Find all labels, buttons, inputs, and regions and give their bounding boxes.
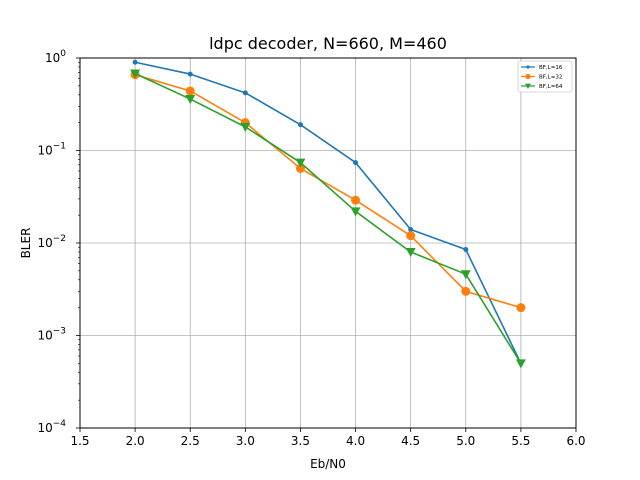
- series-bf-l-16: [132, 59, 524, 366]
- series-line: [134, 72, 522, 364]
- data-point: [185, 86, 195, 96]
- legend-label: BF,L=64: [539, 84, 563, 90]
- legend: BF,L=16 BF,L=32 BF,L=64: [517, 60, 573, 93]
- data-point: [351, 195, 361, 205]
- x-tick-label: 4.0: [346, 434, 365, 448]
- data-point: [132, 59, 138, 65]
- y-tick-label: 10−2: [37, 234, 66, 250]
- data-point: [463, 247, 469, 253]
- data-point: [130, 69, 141, 79]
- data-point: [295, 163, 305, 173]
- data-point: [242, 90, 248, 96]
- data-point: [187, 71, 193, 77]
- x-tick-label: 5.5: [511, 434, 530, 448]
- data-point: [525, 73, 531, 80]
- x-tick-label: 2.5: [181, 434, 200, 448]
- data-point: [515, 359, 526, 369]
- data-point: [350, 207, 361, 217]
- legend-entry: BF,L=16: [521, 65, 563, 71]
- x-tick-label: 4.5: [401, 434, 420, 448]
- legend-box: [517, 60, 573, 93]
- legend-label: BF,L=16: [539, 65, 563, 71]
- data-point: [297, 122, 303, 128]
- legend-entry: BF,L=64: [521, 83, 563, 90]
- series-line: [134, 73, 522, 309]
- data-point: [408, 226, 414, 232]
- x-tick-label: 5.0: [456, 434, 475, 448]
- data-point: [295, 158, 306, 168]
- data-point: [406, 231, 416, 241]
- ticks: 1.5 2.0 2.5 3.0 3.5 4.0 4.5 5.0 5.5 6.0 100 10−1 10−…: [37, 49, 585, 448]
- legend-label: BF,L=32: [539, 75, 562, 81]
- data-point: [240, 122, 251, 132]
- x-tick-label: 2.0: [126, 434, 145, 448]
- y-tick-label: 10−1: [37, 142, 66, 158]
- x-tick-label: 3.0: [236, 434, 255, 448]
- data-point: [516, 303, 526, 313]
- data-point: [526, 65, 530, 69]
- chart-title: ldpc decoder, N=660, M=460: [209, 34, 447, 53]
- series-layer: [130, 59, 526, 369]
- data-point: [185, 95, 196, 105]
- series-line: [134, 61, 522, 364]
- y-axis-label: BLER: [19, 228, 33, 259]
- x-axis-label: Eb/N0: [310, 457, 346, 471]
- data-point: [525, 83, 531, 89]
- y-tick-label: 10−3: [37, 327, 66, 343]
- y-tick-label: 10−4: [37, 419, 66, 435]
- data-point: [461, 286, 471, 296]
- data-point: [405, 247, 416, 257]
- x-tick-label: 1.5: [70, 434, 89, 448]
- legend-entry: BF,L=32: [521, 73, 562, 81]
- series-bf-l-64: [130, 69, 526, 369]
- y-tick-label: 100: [45, 49, 66, 65]
- data-point: [460, 270, 471, 280]
- x-tick-label: 3.5: [291, 434, 310, 448]
- data-point: [353, 160, 359, 166]
- x-tick-label: 6.0: [566, 434, 585, 448]
